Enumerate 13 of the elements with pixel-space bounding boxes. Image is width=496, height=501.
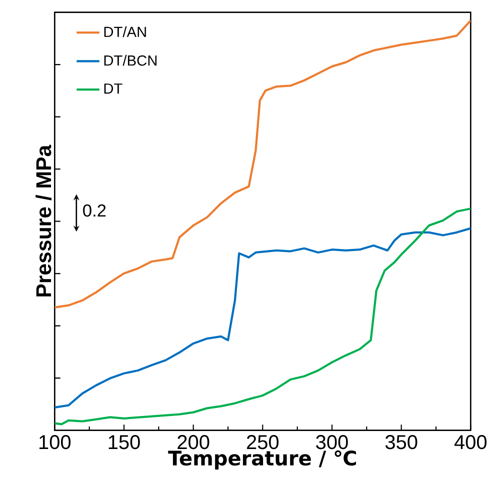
x-tick-label: 350	[385, 435, 418, 450]
x-tick-label: 100	[40, 435, 71, 450]
legend-label: DT/AN	[104, 26, 146, 38]
annotation: 0.2	[83, 204, 106, 217]
x-tick-label: 400	[454, 435, 487, 450]
y-axis-title: Pressure / MPa	[36, 144, 52, 296]
legend-label: DT	[104, 84, 122, 94]
x-tick-label: 250	[246, 435, 279, 450]
legend-label: DT/BCN	[104, 54, 157, 66]
x-tick-label: 200	[178, 435, 210, 450]
x-tick-label: 150	[108, 435, 140, 450]
x-axis-title: Temperature / ℃	[168, 450, 356, 470]
x-tick-label: 300	[316, 435, 348, 450]
